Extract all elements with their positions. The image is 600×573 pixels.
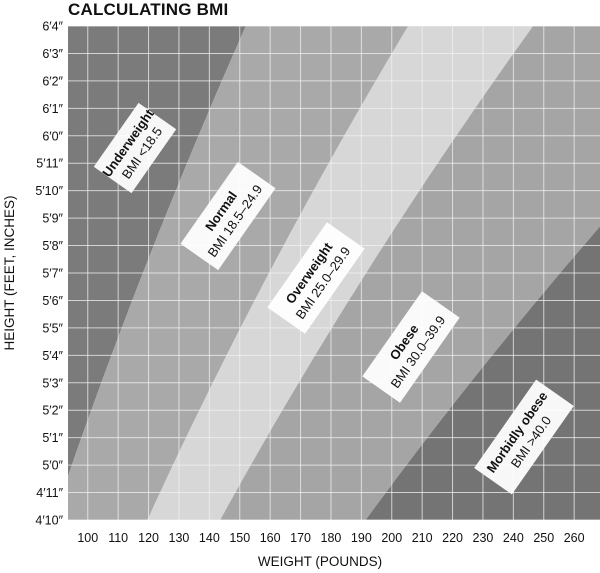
zone-label-box xyxy=(474,379,574,495)
x-tick-label: 150 xyxy=(229,531,250,545)
y-tick-label: 5′11″ xyxy=(36,157,63,171)
x-axis-ticks: 100 110 120 130 140 150 160 170 180 190 200 210 220 2… xyxy=(77,531,584,545)
y-tick-label: 6′1″ xyxy=(42,102,63,116)
x-tick-label: 190 xyxy=(351,531,372,545)
x-axis-title: WEIGHT (POUNDS) xyxy=(258,554,382,569)
x-tick-label: 100 xyxy=(77,531,98,545)
y-tick-label: 5′4″ xyxy=(42,349,63,363)
zone-label-box xyxy=(93,102,177,194)
x-tick-label: 250 xyxy=(533,531,554,545)
y-axis-title: HEIGHT (FEET, INCHES) xyxy=(2,195,17,350)
y-axis-ticks: 4′10″ 4′11″ 5′0″ 5′1″ 5′2″ 5′3″ 5′4″ 5′5″ 5′6″ 5′… xyxy=(35,20,63,528)
x-tick-label: 160 xyxy=(260,531,281,545)
x-tick-label: 230 xyxy=(473,531,494,545)
x-tick-label: 170 xyxy=(290,531,311,545)
y-tick-label: 5′8″ xyxy=(42,239,63,253)
y-tick-label: 6′3″ xyxy=(42,47,63,61)
x-tick-label: 180 xyxy=(321,531,342,545)
x-tick-label: 260 xyxy=(564,531,585,545)
x-tick-label: 130 xyxy=(169,531,190,545)
x-tick-label: 240 xyxy=(503,531,524,545)
x-tick-label: 140 xyxy=(199,531,220,545)
y-tick-label: 5′2″ xyxy=(42,404,63,418)
y-tick-label: 6′2″ xyxy=(42,74,63,88)
y-tick-label: 5′1″ xyxy=(42,431,63,445)
y-tick-label: 5′6″ xyxy=(42,294,63,308)
y-tick-label: 5′10″ xyxy=(35,184,63,198)
y-tick-label: 4′10″ xyxy=(35,514,63,528)
x-tick-label: 220 xyxy=(442,531,463,545)
y-tick-label: 5′9″ xyxy=(42,212,63,226)
x-tick-label: 120 xyxy=(138,531,159,545)
y-tick-label: 6′0″ xyxy=(42,129,63,143)
chart-title: CALCULATING BMI xyxy=(68,0,229,19)
y-tick-label: 4′11″ xyxy=(36,486,63,500)
x-tick-label: 200 xyxy=(381,531,402,545)
zone-label-box xyxy=(362,291,460,403)
y-tick-label: 5′5″ xyxy=(42,321,63,335)
zone-label-box xyxy=(180,161,276,271)
y-tick-label: 5′0″ xyxy=(42,459,63,473)
y-tick-label: 5′7″ xyxy=(42,267,63,281)
x-tick-label: 210 xyxy=(412,531,433,545)
y-tick-label: 6′4″ xyxy=(42,20,63,34)
x-tick-label: 110 xyxy=(108,531,128,545)
zone-underweight xyxy=(68,26,246,476)
y-tick-label: 5′3″ xyxy=(42,376,63,390)
zone-label-box xyxy=(267,222,365,334)
